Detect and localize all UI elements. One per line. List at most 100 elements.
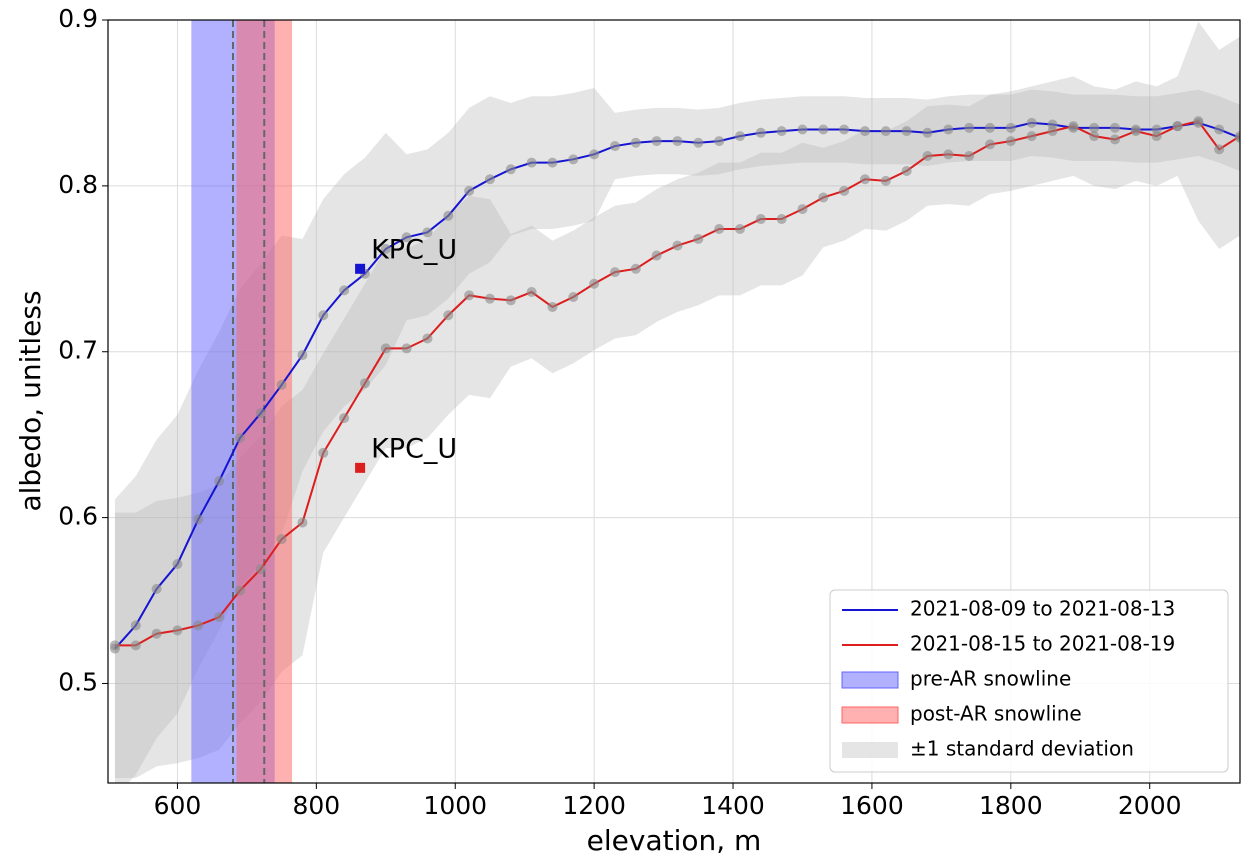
data-point <box>464 185 475 196</box>
data-point <box>609 267 620 278</box>
data-point <box>484 293 495 304</box>
data-point <box>1005 122 1016 133</box>
x-tick-label: 600 <box>154 791 202 820</box>
data-point <box>1026 117 1037 128</box>
data-point <box>547 301 558 312</box>
data-point <box>214 476 225 487</box>
data-point <box>734 223 745 234</box>
legend-label: post-AR snowline <box>910 702 1082 726</box>
data-point <box>672 240 683 251</box>
data-point <box>1047 126 1058 137</box>
data-point <box>630 137 641 148</box>
data-point <box>234 585 245 596</box>
data-point <box>1214 124 1225 135</box>
data-point <box>797 124 808 135</box>
data-point <box>380 243 391 254</box>
data-point <box>568 292 579 303</box>
data-point <box>214 612 225 623</box>
legend-label: pre-AR snowline <box>910 667 1071 691</box>
data-point <box>714 223 725 234</box>
data-point <box>193 620 204 631</box>
legend-label: 2021-08-09 to 2021-08-13 <box>910 597 1175 621</box>
data-point <box>922 151 933 162</box>
y-tick-label: 0.7 <box>58 336 98 365</box>
data-point <box>339 285 350 296</box>
data-point <box>526 157 537 168</box>
data-point <box>193 514 204 525</box>
data-point <box>234 432 245 443</box>
data-point <box>589 149 600 160</box>
data-point <box>1005 136 1016 147</box>
data-point <box>839 124 850 135</box>
data-point <box>776 214 787 225</box>
data-point <box>880 126 891 137</box>
data-point <box>964 122 975 133</box>
data-point <box>318 310 329 321</box>
y-tick-label: 0.9 <box>58 4 98 33</box>
data-point <box>443 310 454 321</box>
y-tick-label: 0.5 <box>58 667 98 696</box>
station-marker <box>355 462 366 473</box>
x-tick-label: 800 <box>292 791 340 820</box>
data-point <box>318 447 329 458</box>
data-point <box>693 233 704 244</box>
data-point <box>755 214 766 225</box>
data-point <box>1214 144 1225 155</box>
x-tick-label: 1400 <box>701 791 765 820</box>
data-point <box>380 343 391 354</box>
data-point <box>484 174 495 185</box>
data-point <box>1109 122 1120 133</box>
data-point <box>859 126 870 137</box>
legend: 2021-08-09 to 2021-08-13 2021-08-15 to 20… <box>829 589 1229 773</box>
data-point <box>401 343 412 354</box>
data-point <box>1235 131 1240 142</box>
legend-swatch <box>842 742 898 758</box>
data-point <box>547 157 558 168</box>
data-point <box>568 154 579 165</box>
data-point <box>422 333 433 344</box>
data-point <box>672 136 683 147</box>
data-point <box>901 126 912 137</box>
data-point <box>859 174 870 185</box>
data-point <box>401 232 412 243</box>
legend-swatch <box>841 671 899 689</box>
x-tick-label: 1000 <box>423 791 487 820</box>
x-tick-label: 1800 <box>979 791 1043 820</box>
data-point <box>255 564 266 575</box>
data-point <box>693 137 704 148</box>
data-point <box>443 210 454 221</box>
station-label: KPC_U <box>371 433 457 464</box>
legend-box <box>829 589 1229 773</box>
axes-frame <box>107 19 1241 784</box>
data-point <box>818 192 829 203</box>
data-point <box>172 625 183 636</box>
data-point <box>818 124 829 135</box>
data-point <box>1068 121 1079 132</box>
station-marker <box>355 263 366 274</box>
data-point <box>151 583 162 594</box>
data-point <box>880 175 891 186</box>
x-tick-label: 1600 <box>840 791 904 820</box>
data-point <box>1089 122 1100 133</box>
legend-label: 2021-08-15 to 2021-08-19 <box>910 632 1175 656</box>
data-point <box>776 126 787 137</box>
data-point <box>526 287 537 298</box>
data-point <box>130 620 141 631</box>
data-point <box>922 127 933 138</box>
data-point <box>151 628 162 639</box>
legend-label: ±1 standard deviation <box>910 737 1134 761</box>
data-point <box>943 124 954 135</box>
data-point <box>1172 121 1183 132</box>
data-point <box>943 149 954 160</box>
x-axis-label: elevation, m <box>587 824 762 857</box>
legend-swatch <box>841 706 899 724</box>
data-point <box>505 164 516 175</box>
data-point <box>505 295 516 306</box>
data-point <box>276 379 287 390</box>
data-point <box>130 640 141 651</box>
data-point <box>1130 126 1141 137</box>
y-tick-label: 0.6 <box>58 502 98 531</box>
data-point <box>255 408 266 419</box>
data-point <box>839 185 850 196</box>
